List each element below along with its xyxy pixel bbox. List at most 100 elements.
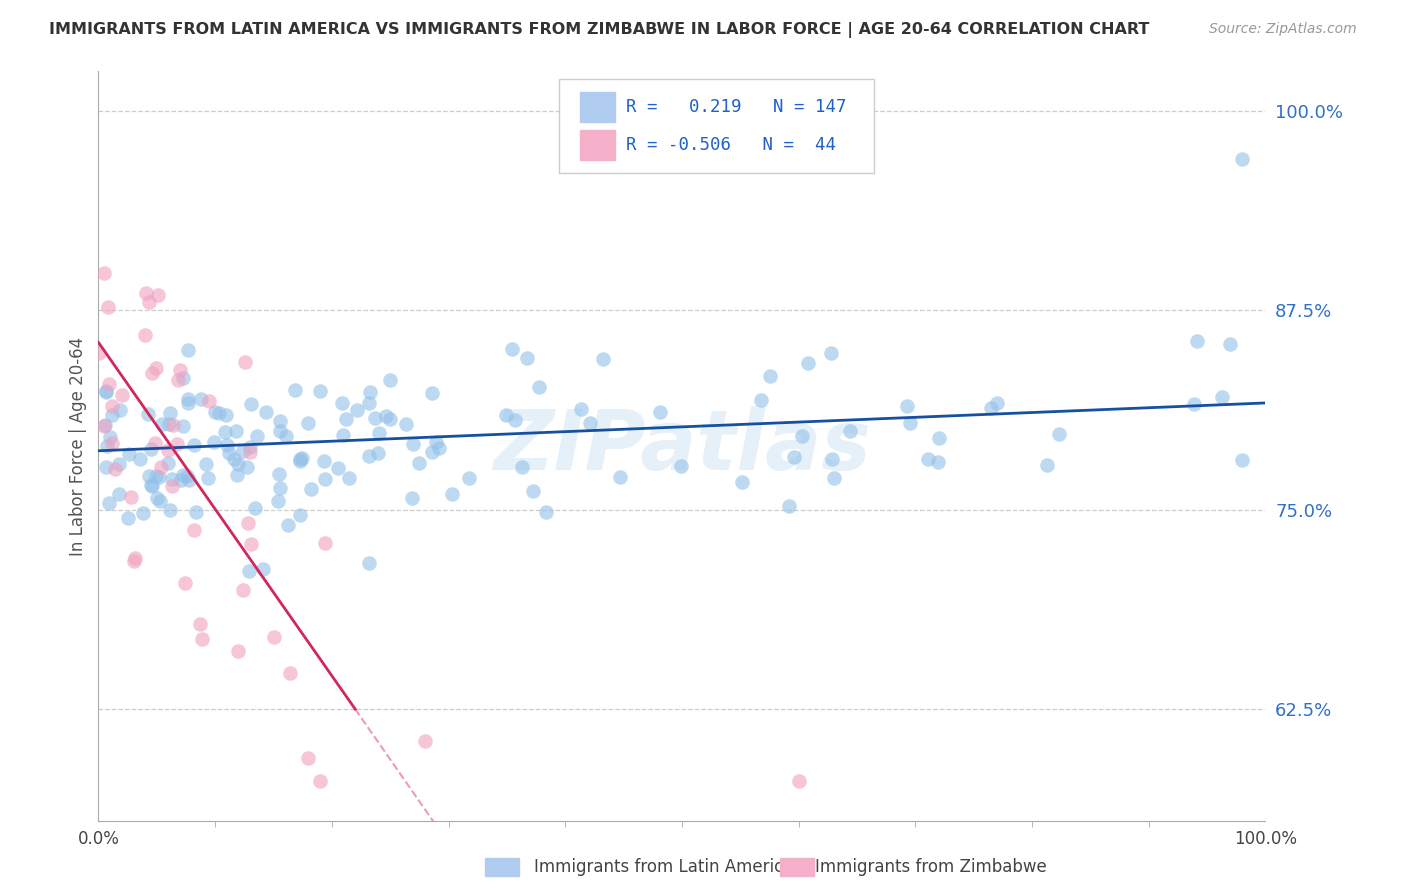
Point bbox=[569, 401, 592, 416]
Point bbox=[820, 345, 842, 359]
Point bbox=[592, 351, 614, 366]
Point bbox=[267, 494, 290, 508]
Point bbox=[145, 361, 167, 376]
Point bbox=[96, 460, 118, 475]
Point bbox=[239, 397, 262, 411]
Bar bbox=[581, 92, 616, 121]
Point bbox=[330, 396, 353, 410]
Point bbox=[110, 402, 132, 417]
Point bbox=[375, 409, 398, 423]
Point bbox=[208, 407, 231, 421]
Point bbox=[288, 508, 311, 522]
Point bbox=[228, 644, 250, 658]
Point bbox=[797, 356, 820, 370]
Point bbox=[402, 436, 425, 450]
Point bbox=[120, 490, 142, 504]
Point bbox=[157, 443, 180, 458]
Point bbox=[146, 491, 169, 505]
Point bbox=[183, 524, 205, 538]
Point bbox=[214, 425, 236, 439]
Point bbox=[314, 536, 336, 550]
Point bbox=[117, 511, 139, 525]
Point bbox=[425, 434, 447, 449]
Point bbox=[139, 477, 162, 491]
Point bbox=[1036, 458, 1059, 472]
Point bbox=[346, 402, 368, 417]
Point bbox=[134, 328, 156, 343]
Point bbox=[529, 380, 551, 394]
Point bbox=[138, 294, 160, 309]
Text: ZIPatlas: ZIPatlas bbox=[494, 406, 870, 486]
Point bbox=[215, 408, 238, 422]
Point bbox=[172, 468, 194, 483]
Point bbox=[1185, 334, 1208, 348]
Point bbox=[183, 438, 205, 452]
Point bbox=[378, 412, 401, 426]
Point bbox=[512, 459, 534, 474]
Point bbox=[100, 430, 122, 444]
Point bbox=[501, 342, 523, 356]
Point bbox=[495, 409, 517, 423]
Point bbox=[896, 399, 918, 413]
Point bbox=[269, 415, 291, 429]
Text: IMMIGRANTS FROM LATIN AMERICA VS IMMIGRANTS FROM ZIMBABWE IN LABOR FORCE | AGE 2: IMMIGRANTS FROM LATIN AMERICA VS IMMIGRA… bbox=[49, 22, 1150, 38]
Point bbox=[783, 450, 806, 465]
Y-axis label: In Labor Force | Age 20-64: In Labor Force | Age 20-64 bbox=[69, 336, 87, 556]
Point bbox=[239, 444, 262, 458]
Point bbox=[96, 439, 118, 453]
Point bbox=[174, 575, 197, 590]
Point bbox=[150, 417, 173, 431]
Point bbox=[309, 773, 332, 788]
Point bbox=[101, 408, 124, 422]
Point bbox=[359, 449, 381, 463]
Point bbox=[284, 383, 307, 397]
Point bbox=[332, 428, 354, 442]
Point bbox=[226, 467, 249, 482]
Point bbox=[1230, 152, 1253, 166]
Point bbox=[297, 751, 319, 765]
Point bbox=[839, 424, 862, 438]
Point bbox=[204, 405, 226, 419]
Point bbox=[162, 472, 184, 486]
Point bbox=[309, 384, 332, 398]
Point bbox=[898, 417, 921, 431]
Text: Source: ZipAtlas.com: Source: ZipAtlas.com bbox=[1209, 22, 1357, 37]
Point bbox=[395, 417, 418, 432]
Point bbox=[1219, 336, 1241, 351]
Point bbox=[821, 451, 844, 466]
Point bbox=[578, 416, 600, 430]
Point bbox=[787, 773, 810, 788]
Point bbox=[290, 454, 312, 468]
Point bbox=[291, 451, 314, 466]
Point bbox=[93, 418, 115, 433]
Text: Immigrants from Zimbabwe: Immigrants from Zimbabwe bbox=[815, 858, 1047, 876]
Point bbox=[217, 438, 239, 452]
Point bbox=[132, 506, 155, 520]
Point bbox=[135, 286, 157, 301]
Point bbox=[136, 407, 159, 421]
Point bbox=[176, 392, 198, 406]
Point bbox=[173, 371, 195, 385]
Point bbox=[367, 446, 389, 460]
Point bbox=[1211, 390, 1233, 404]
Point bbox=[222, 452, 245, 467]
Point bbox=[650, 405, 672, 419]
Text: R =   0.219   N = 147: R = 0.219 N = 147 bbox=[626, 97, 846, 116]
Point bbox=[146, 288, 169, 302]
Point bbox=[197, 471, 219, 485]
Point bbox=[357, 556, 380, 570]
Point bbox=[97, 496, 120, 510]
Point bbox=[145, 469, 167, 483]
Point bbox=[184, 505, 207, 519]
Point bbox=[378, 373, 401, 387]
Point bbox=[314, 471, 336, 485]
Point bbox=[297, 416, 319, 430]
Point bbox=[458, 470, 481, 484]
Point bbox=[337, 471, 360, 485]
Point bbox=[238, 516, 260, 531]
Point bbox=[364, 410, 387, 425]
Point bbox=[122, 554, 145, 568]
Point bbox=[609, 470, 631, 484]
Point bbox=[107, 458, 129, 472]
Point bbox=[269, 425, 291, 439]
